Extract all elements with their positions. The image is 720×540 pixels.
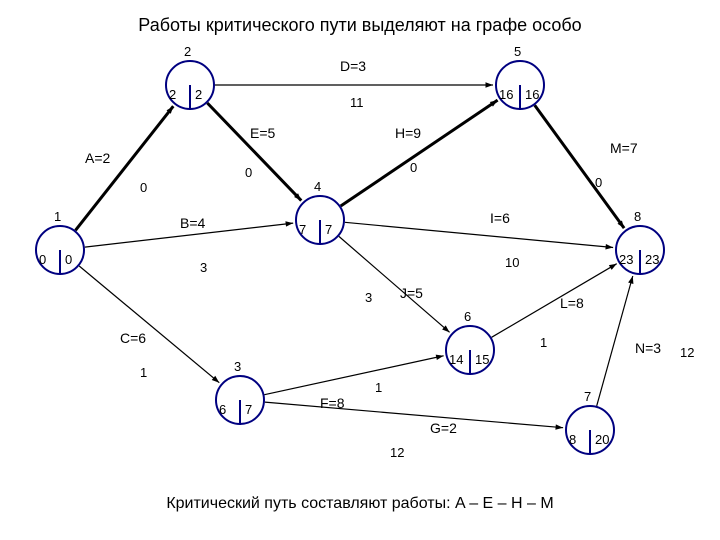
node-left-label: 8: [569, 432, 576, 447]
edge: [345, 222, 613, 247]
node-divider: [59, 250, 61, 275]
edge: [341, 100, 498, 206]
edge: [79, 266, 219, 383]
edge: [597, 276, 633, 406]
node-top-label: 7: [584, 389, 591, 404]
edge: [535, 105, 624, 228]
node-left-label: 0: [39, 252, 46, 267]
edge-label: E=5: [250, 125, 275, 141]
node-divider: [469, 350, 471, 375]
edge-weight-label: 0: [410, 160, 417, 175]
node-top-label: 5: [514, 44, 521, 59]
node-divider: [239, 400, 241, 425]
edge-label: B=4: [180, 215, 205, 231]
node-right-label: 16: [525, 87, 539, 102]
edge-label: C=6: [120, 330, 146, 346]
node-divider: [589, 430, 591, 455]
node-top-label: 6: [464, 309, 471, 324]
edge-weight-label: 10: [505, 255, 519, 270]
edge-weight-label: 12: [680, 345, 694, 360]
node-left-label: 2: [169, 87, 176, 102]
node-right-label: 20: [595, 432, 609, 447]
arrowhead-icon: [485, 82, 493, 87]
node-right-label: 15: [475, 352, 489, 367]
node-right-label: 23: [645, 252, 659, 267]
node-left-label: 6: [219, 402, 226, 417]
node-right-label: 0: [65, 252, 72, 267]
node-left-label: 16: [499, 87, 513, 102]
node-top-label: 4: [314, 179, 321, 194]
arrowhead-icon: [285, 221, 293, 226]
edge: [265, 402, 563, 428]
node-left-label: 7: [299, 222, 306, 237]
node-right-label: 7: [325, 222, 332, 237]
edge-label: G=2: [430, 420, 457, 436]
node-top-label: 2: [184, 44, 191, 59]
edge-label: D=3: [340, 58, 366, 74]
edge-weight-label: 12: [390, 445, 404, 460]
edge: [339, 236, 450, 332]
node-divider: [189, 85, 191, 110]
edges-layer: [0, 0, 720, 540]
edge-label: F=8: [320, 395, 345, 411]
node-divider: [639, 250, 641, 275]
node-divider: [519, 85, 521, 110]
arrowhead-icon: [628, 276, 633, 284]
node-top-label: 3: [234, 359, 241, 374]
edge-weight-label: 1: [375, 380, 382, 395]
edge-weight-label: 1: [540, 335, 547, 350]
edge-weight-label: 0: [140, 180, 147, 195]
node-top-label: 8: [634, 209, 641, 224]
edge-weight-label: 11: [350, 95, 364, 110]
edge-weight-label: 3: [200, 260, 207, 275]
edge-label: H=9: [395, 125, 421, 141]
edge-weight-label: 0: [595, 175, 602, 190]
edge: [264, 356, 443, 395]
edge-label: N=3: [635, 340, 661, 356]
arrowhead-icon: [609, 264, 617, 270]
edge: [492, 264, 617, 338]
edge-label: I=6: [490, 210, 510, 226]
edge: [75, 106, 173, 230]
node-divider: [319, 220, 321, 245]
node-left-label: 23: [619, 252, 633, 267]
edge-label: M=7: [610, 140, 638, 156]
node-right-label: 2: [195, 87, 202, 102]
node-left-label: 14: [449, 352, 463, 367]
edge-label: J=5: [400, 285, 423, 301]
edge: [207, 103, 301, 201]
edge-weight-label: 3: [365, 290, 372, 305]
edge-weight-label: 1: [140, 365, 147, 380]
node-top-label: 1: [54, 209, 61, 224]
node-right-label: 7: [245, 402, 252, 417]
edge-label: A=2: [85, 150, 110, 166]
edge-weight-label: 0: [245, 165, 252, 180]
edge-label: L=8: [560, 295, 584, 311]
